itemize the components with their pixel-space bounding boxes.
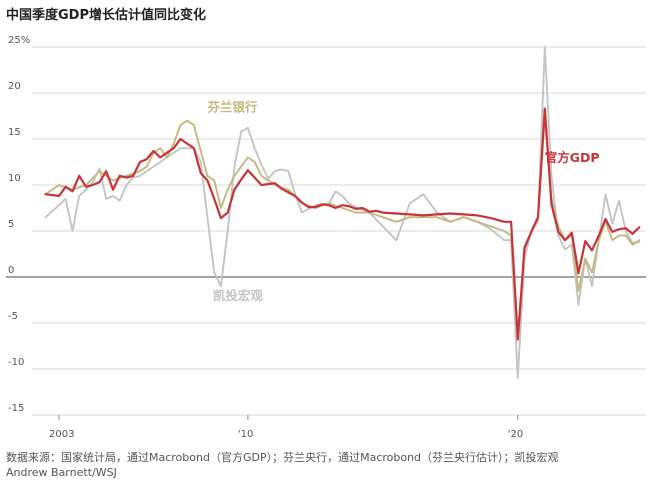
grid-layer xyxy=(6,46,646,420)
y-tick-label: 5 xyxy=(8,219,14,230)
series-line-bofit xyxy=(44,115,641,338)
source-line-1: 数据来源：国家统计局，通过Macrobond（官方GDP）；芬兰央行，通过Mac… xyxy=(6,451,559,464)
x-axis-tick-labels: 2003 '10 '20 xyxy=(49,429,523,440)
x-tick-label: 2003 xyxy=(49,429,74,440)
y-tick-label: 0 xyxy=(8,265,14,276)
chart-title: 中国季度GDP增长估计值同比变化 xyxy=(6,8,206,23)
y-tick-label: -5 xyxy=(8,311,18,322)
y-tick-label: 10 xyxy=(8,173,21,184)
y-tick-label: 15 xyxy=(8,127,21,138)
series-label-official: 官方GDP xyxy=(545,150,600,165)
y-axis-tick-labels: 25% 20 15 10 5 0 -5 -10 -15 xyxy=(8,35,30,414)
source-line-2: Andrew Barnett/WSJ xyxy=(6,466,117,479)
series-label-bofit: 芬兰银行 xyxy=(206,99,258,114)
series-line-official xyxy=(44,107,641,341)
series-line-capital xyxy=(44,46,641,380)
y-tick-label: 25% xyxy=(8,35,30,46)
chart-source: 数据来源：国家统计局，通过Macrobond（官方GDP）；芬兰央行，通过Mac… xyxy=(6,450,559,480)
series-label-capital: 凯投宏观 xyxy=(213,288,264,303)
y-tick-label: 20 xyxy=(8,81,21,92)
x-tick-label: '10 xyxy=(238,429,253,440)
y-tick-label: -15 xyxy=(8,403,24,414)
y-tick-label: -10 xyxy=(8,357,24,368)
x-tick-label: '20 xyxy=(508,429,523,440)
series-layer xyxy=(44,46,641,380)
